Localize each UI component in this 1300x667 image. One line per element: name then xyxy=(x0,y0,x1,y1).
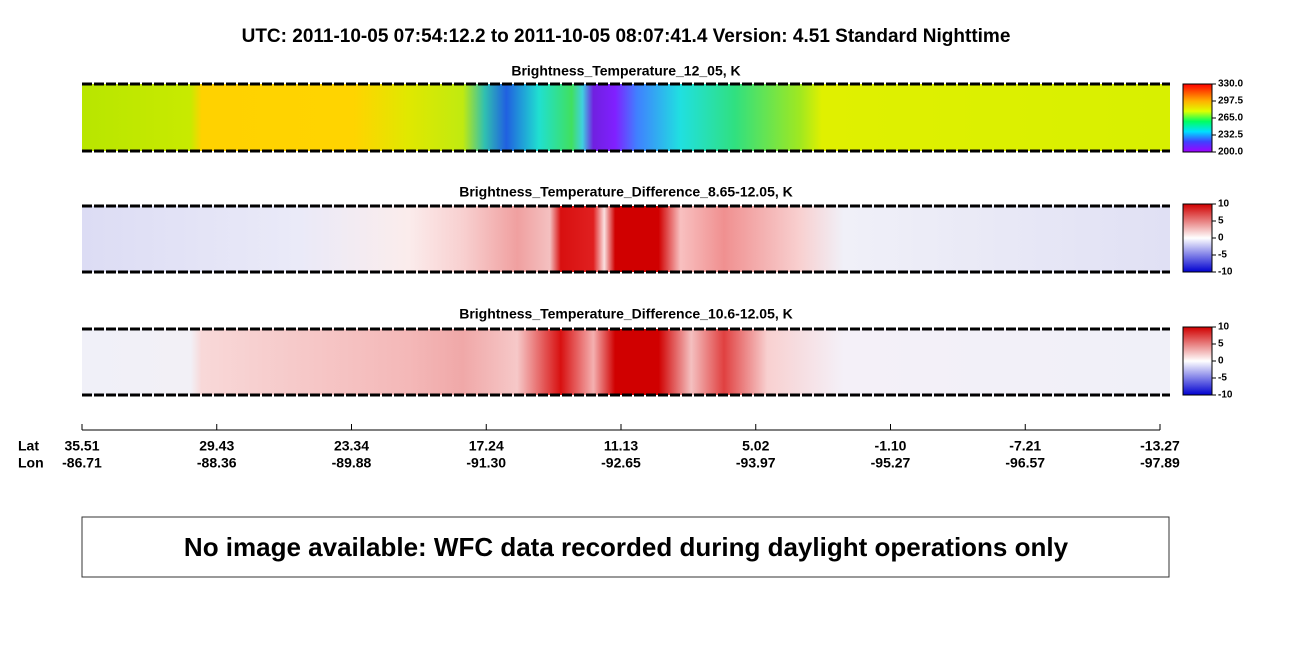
colorbar-tick-label: 0 xyxy=(1218,356,1224,367)
lon-tick-label: -91.30 xyxy=(466,455,506,471)
lon-tick-label: -88.36 xyxy=(197,455,237,471)
colorbar-tick-label: 10 xyxy=(1218,322,1230,333)
message: No image available: WFC data recorded du… xyxy=(184,532,1069,562)
colorbar-tick-label: -5 xyxy=(1218,373,1227,384)
lat-tick-label: 29.43 xyxy=(199,438,234,454)
colorbar-tick-label: 232.5 xyxy=(1218,130,1243,141)
colorbar-tick-label: 330.0 xyxy=(1218,79,1243,90)
panel-title: Brightness_Temperature_Difference_10.6-1… xyxy=(459,306,793,322)
heatmap xyxy=(82,84,1170,151)
lat-tick-label: 23.34 xyxy=(334,438,369,454)
lon-tick-label: -92.65 xyxy=(601,455,641,471)
lon-tick-label: -86.71 xyxy=(62,455,102,471)
lon-tick-label: -97.89 xyxy=(1140,455,1180,471)
lat-tick-label: 35.51 xyxy=(64,438,99,454)
colorbar-tick-label: 200.0 xyxy=(1218,147,1243,158)
colorbar-tick-label: -5 xyxy=(1218,250,1227,261)
lon-tick-label: -96.57 xyxy=(1005,455,1045,471)
scan-borders xyxy=(82,82,1170,397)
colorbar-tick-label: 5 xyxy=(1218,216,1224,227)
colorbar xyxy=(1182,83,1213,153)
lat-tick-label: -1.10 xyxy=(875,438,907,454)
colorbar-tick-label: 10 xyxy=(1218,199,1230,210)
lon-label: Lon xyxy=(18,455,44,471)
panel-title: Brightness_Temperature_12_05, K xyxy=(511,63,740,79)
page-title: UTC: 2011-10-05 07:54:12.2 to 2011-10-05… xyxy=(242,26,1011,47)
lat-tick-label: 17.24 xyxy=(469,438,504,454)
lon-tick-label: -95.27 xyxy=(871,455,911,471)
lat-label: Lat xyxy=(18,438,39,454)
colorbar-tick-label: -10 xyxy=(1218,390,1233,401)
heatmap xyxy=(82,329,1170,395)
colorbar-tick-label: 5 xyxy=(1218,339,1224,350)
lon-tick-label: -89.88 xyxy=(332,455,372,471)
message-box xyxy=(81,516,1170,578)
colorbar-tick-label: 265.0 xyxy=(1218,113,1243,124)
panel-title: Brightness_Temperature_Difference_8.65-1… xyxy=(459,184,793,200)
colorbar-tick-label: 297.5 xyxy=(1218,96,1243,107)
lat-tick-label: 11.13 xyxy=(604,438,638,454)
colorbar xyxy=(1182,203,1213,273)
colorbar-tick-label: -10 xyxy=(1218,267,1233,278)
colorbar-tick-label: 0 xyxy=(1218,233,1224,244)
lon-tick-label: -93.97 xyxy=(736,455,776,471)
heatmap xyxy=(82,206,1170,272)
lat-tick-label: -7.21 xyxy=(1009,438,1041,454)
lat-tick-label: 5.02 xyxy=(742,438,769,454)
lat-tick-label: -13.27 xyxy=(1140,438,1180,454)
colorbar xyxy=(1182,326,1213,396)
